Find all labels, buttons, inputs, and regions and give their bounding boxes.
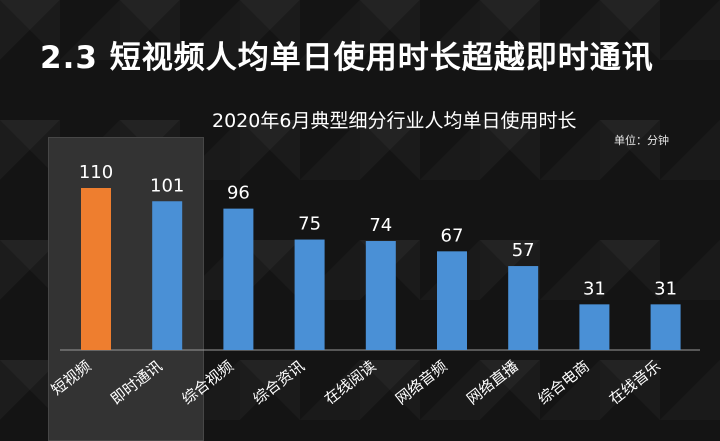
data-label: 101	[150, 175, 184, 196]
category-label: 综合视频	[178, 357, 236, 408]
data-label: 74	[369, 215, 392, 236]
category-label: 短视频	[48, 357, 95, 399]
category-label: 在线阅读	[321, 357, 379, 408]
category-label: 网络直播	[463, 357, 521, 408]
bar	[437, 251, 467, 350]
category-label: 在线音乐	[606, 357, 664, 408]
unit-label: 单位：分钟	[614, 134, 669, 147]
data-label: 31	[654, 278, 677, 299]
data-label: 67	[441, 225, 464, 246]
bar	[223, 208, 254, 350]
bar	[152, 201, 183, 350]
bar	[579, 304, 610, 350]
data-label: 110	[79, 162, 113, 183]
category-label: 综合资讯	[250, 357, 308, 408]
category-label: 即时通讯	[107, 357, 165, 408]
bar	[508, 266, 539, 350]
chart-title: 2020年6月典型细分行业人均单日使用时长	[212, 110, 577, 132]
page-title: 2.3 短视频人均单日使用时长超越即时通讯	[40, 40, 654, 76]
bar	[294, 239, 325, 350]
bar	[365, 241, 396, 350]
data-label: 31	[583, 278, 606, 299]
data-label: 57	[512, 240, 535, 261]
data-label: 75	[298, 214, 321, 235]
category-label: 综合电商	[534, 357, 592, 408]
data-label: 96	[227, 183, 250, 204]
category-label: 网络音频	[392, 357, 450, 408]
bar	[650, 304, 681, 350]
bar	[81, 188, 111, 350]
